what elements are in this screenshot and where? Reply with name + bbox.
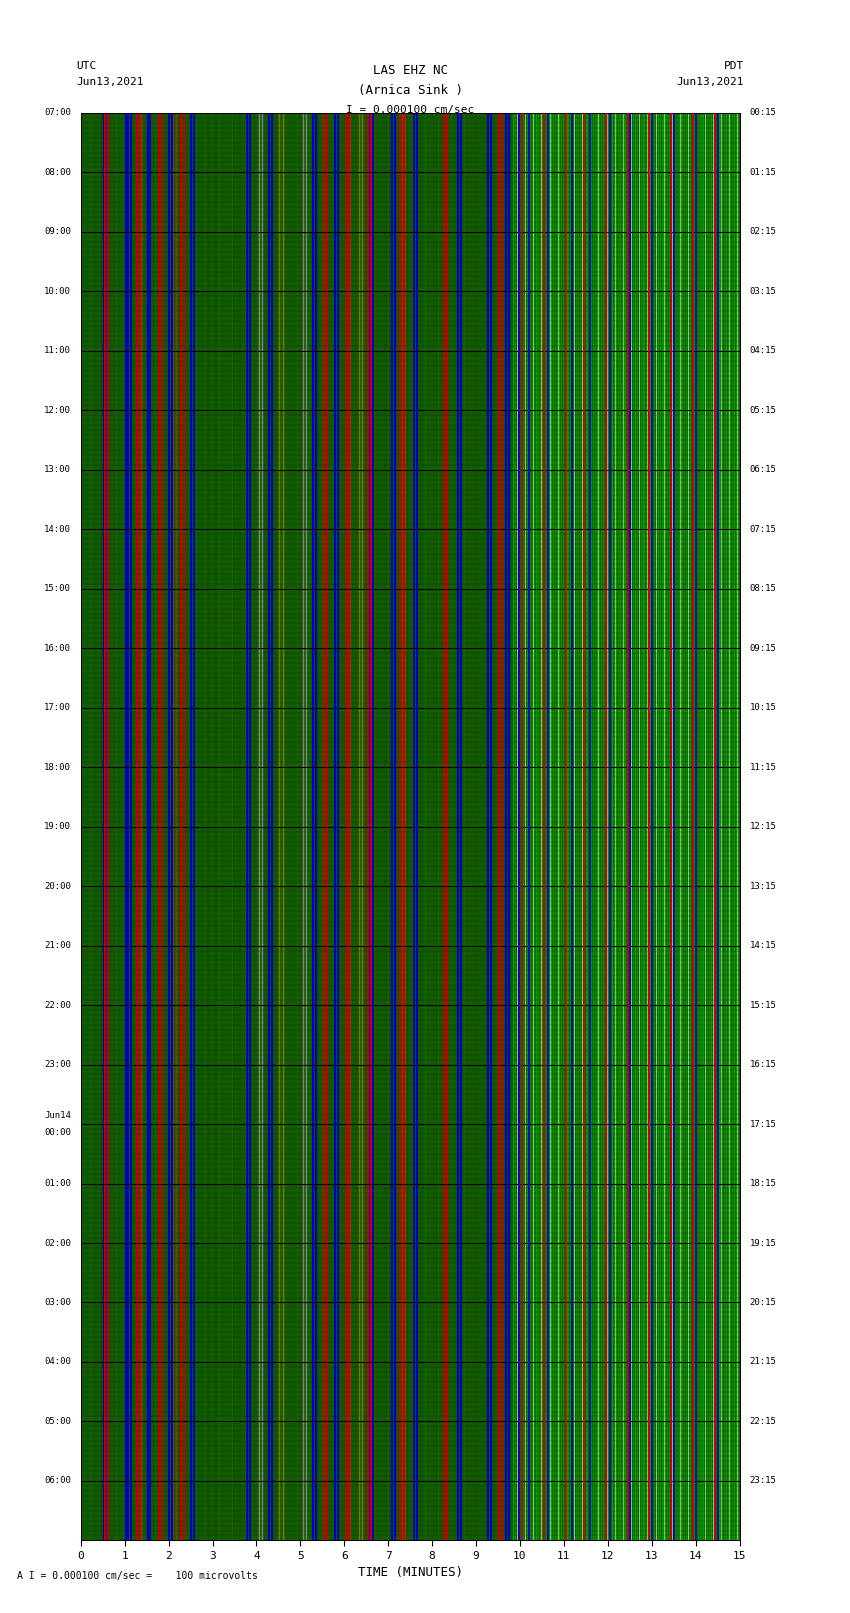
Text: 18:15: 18:15 [750,1179,776,1189]
Text: 23:00: 23:00 [44,1060,71,1069]
Text: 19:15: 19:15 [750,1239,776,1247]
Text: 10:15: 10:15 [750,703,776,713]
Text: 03:00: 03:00 [44,1298,71,1307]
Text: 15:15: 15:15 [750,1000,776,1010]
Text: 04:15: 04:15 [750,347,776,355]
Text: 19:00: 19:00 [44,823,71,831]
Text: 13:00: 13:00 [44,465,71,474]
Text: 08:15: 08:15 [750,584,776,594]
Text: 20:15: 20:15 [750,1298,776,1307]
Text: I = 0.000100 cm/sec: I = 0.000100 cm/sec [346,105,474,115]
Text: 09:00: 09:00 [44,227,71,237]
Text: 18:00: 18:00 [44,763,71,771]
Text: 11:15: 11:15 [750,763,776,771]
Text: 02:00: 02:00 [44,1239,71,1247]
Text: 20:00: 20:00 [44,882,71,890]
Text: (Arnica Sink ): (Arnica Sink ) [358,84,462,97]
Text: A I = 0.000100 cm/sec =    100 microvolts: A I = 0.000100 cm/sec = 100 microvolts [17,1571,258,1581]
X-axis label: TIME (MINUTES): TIME (MINUTES) [358,1566,462,1579]
Text: 16:00: 16:00 [44,644,71,653]
Text: 07:00: 07:00 [44,108,71,118]
Text: 07:15: 07:15 [750,524,776,534]
Text: 16:15: 16:15 [750,1060,776,1069]
Text: LAS EHZ NC: LAS EHZ NC [372,65,448,77]
Text: 17:15: 17:15 [750,1119,776,1129]
Text: 12:15: 12:15 [750,823,776,831]
Text: 12:00: 12:00 [44,406,71,415]
Text: 03:15: 03:15 [750,287,776,295]
Text: Jun13,2021: Jun13,2021 [677,77,744,87]
Text: 15:00: 15:00 [44,584,71,594]
Text: 01:00: 01:00 [44,1179,71,1189]
Text: 05:15: 05:15 [750,406,776,415]
Text: PDT: PDT [723,61,744,71]
Text: 06:15: 06:15 [750,465,776,474]
Text: Jun13,2021: Jun13,2021 [76,77,144,87]
Text: 11:00: 11:00 [44,347,71,355]
Text: 08:00: 08:00 [44,168,71,177]
Text: 14:15: 14:15 [750,940,776,950]
Text: 04:00: 04:00 [44,1358,71,1366]
Text: 09:15: 09:15 [750,644,776,653]
Text: 01:15: 01:15 [750,168,776,177]
Text: 22:00: 22:00 [44,1000,71,1010]
Text: 00:00: 00:00 [44,1129,71,1137]
Text: 13:15: 13:15 [750,882,776,890]
Text: 14:00: 14:00 [44,524,71,534]
Text: 23:15: 23:15 [750,1476,776,1486]
Text: 17:00: 17:00 [44,703,71,713]
Text: 21:00: 21:00 [44,940,71,950]
Text: 06:00: 06:00 [44,1476,71,1486]
Text: 22:15: 22:15 [750,1416,776,1426]
Text: 21:15: 21:15 [750,1358,776,1366]
Text: 10:00: 10:00 [44,287,71,295]
Text: 00:15: 00:15 [750,108,776,118]
Text: 02:15: 02:15 [750,227,776,237]
Text: UTC: UTC [76,61,97,71]
Text: 05:00: 05:00 [44,1416,71,1426]
Text: Jun14: Jun14 [44,1111,71,1119]
